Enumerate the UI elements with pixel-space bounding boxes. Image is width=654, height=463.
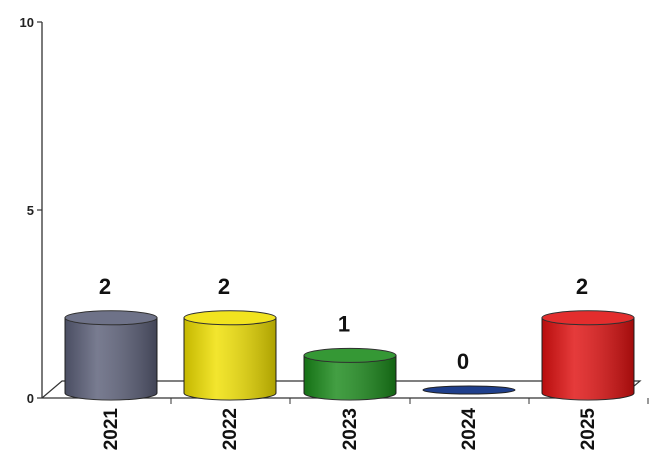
data-label-2024: 0 — [457, 349, 469, 374]
data-label-2025: 2 — [576, 274, 588, 299]
x-tick-label-2022: 2022 — [220, 408, 241, 450]
bar-2025 — [541, 310, 635, 401]
x-tick-label-2023: 2023 — [340, 408, 361, 450]
floor-outline — [41, 380, 642, 399]
bar-2024 — [422, 385, 516, 395]
x-tick-label-2021: 2021 — [101, 408, 122, 451]
y-tick-label: 5 — [27, 203, 34, 218]
data-label-2022: 2 — [218, 274, 230, 299]
x-tick-label-2025: 2025 — [578, 408, 599, 451]
data-label-2023: 1 — [338, 311, 350, 336]
y-tick-label: 10 — [20, 15, 34, 30]
y-tick-label: 0 — [27, 391, 34, 406]
bar-2023 — [303, 347, 397, 401]
data-label-2021: 2 — [99, 274, 111, 299]
bar-2021 — [64, 310, 158, 401]
x-tick-label-2024: 2024 — [459, 408, 480, 451]
bar-2022 — [183, 310, 277, 401]
